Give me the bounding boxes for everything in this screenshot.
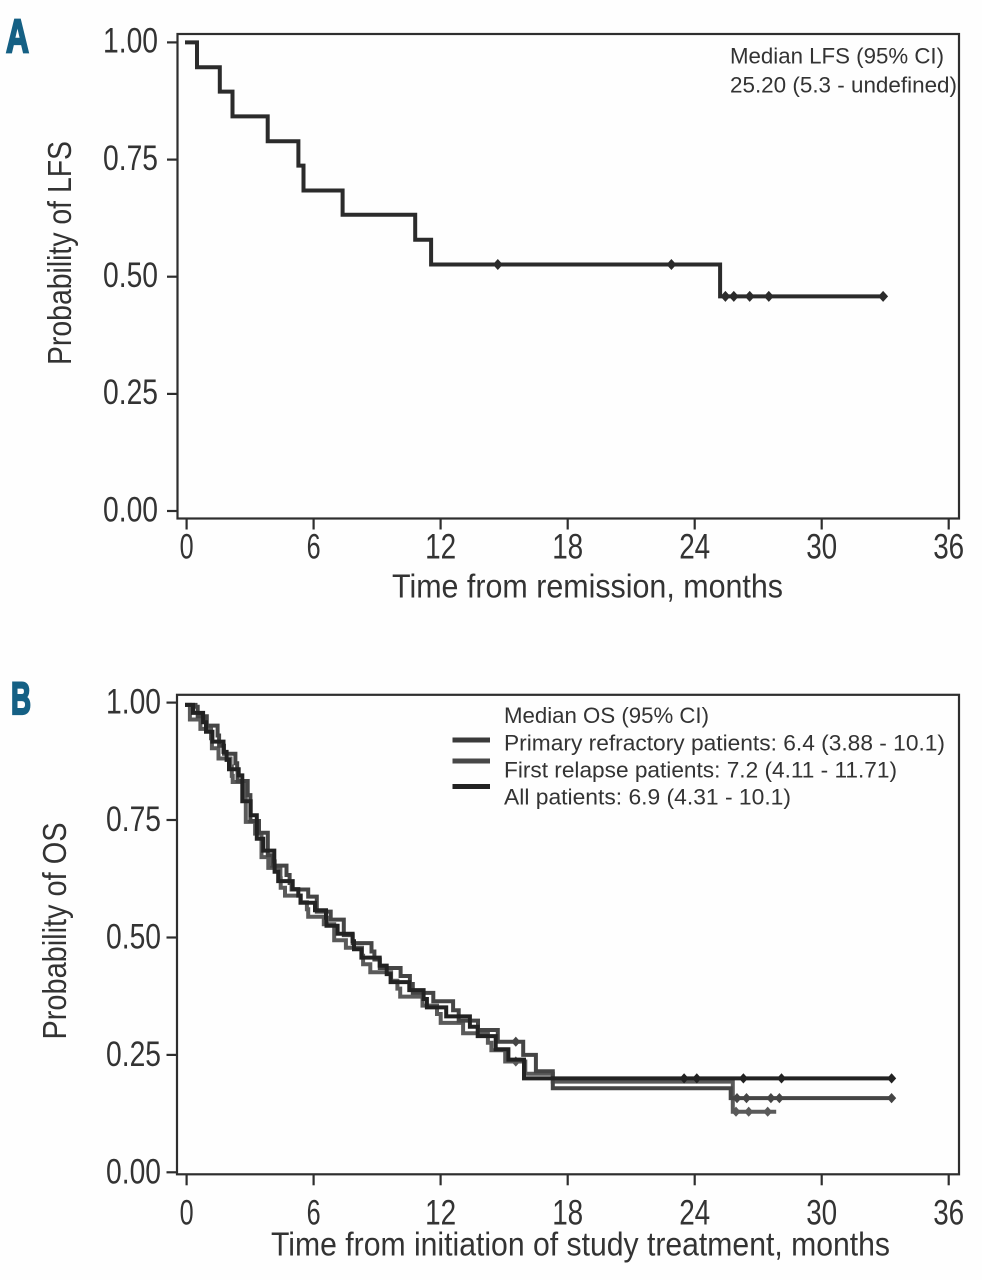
svg-text:36: 36	[933, 1194, 964, 1233]
svg-text:First relapse patients: 7.2 (4: First relapse patients: 7.2 (4.11 - 11.7…	[504, 758, 897, 783]
svg-text:Time from remission, months: Time from remission, months	[392, 568, 783, 605]
svg-text:30: 30	[806, 528, 837, 567]
svg-text:24: 24	[679, 1194, 710, 1233]
svg-text:0.25: 0.25	[103, 373, 158, 412]
svg-text:18: 18	[552, 528, 583, 567]
svg-text:Time from initiation of study: Time from initiation of study treatment,…	[271, 1226, 890, 1263]
svg-text:6: 6	[307, 1194, 321, 1233]
svg-text:0.50: 0.50	[103, 256, 158, 295]
svg-text:0: 0	[180, 1194, 194, 1233]
svg-text:0.00: 0.00	[103, 490, 158, 529]
svg-text:30: 30	[806, 1194, 837, 1233]
svg-text:Primary refractory patients: 6: Primary refractory patients: 6.4 (3.88 -…	[504, 731, 945, 756]
svg-text:0: 0	[180, 528, 194, 567]
svg-text:0.75: 0.75	[106, 800, 161, 839]
svg-text:1.00: 1.00	[103, 22, 158, 61]
svg-text:18: 18	[552, 1194, 583, 1233]
svg-text:6: 6	[307, 528, 321, 567]
svg-text:Median LFS (95% CI): Median LFS (95% CI)	[730, 44, 944, 69]
svg-text:0.00: 0.00	[106, 1152, 161, 1191]
svg-text:Probability of OS: Probability of OS	[36, 823, 73, 1040]
svg-text:24: 24	[679, 528, 710, 567]
svg-text:12: 12	[425, 528, 456, 567]
svg-text:Median OS (95% CI): Median OS (95% CI)	[504, 703, 709, 728]
svg-text:Probability of LFS: Probability of LFS	[41, 141, 78, 365]
svg-text:12: 12	[425, 1194, 456, 1233]
svg-text:A: A	[6, 9, 29, 62]
svg-text:1.00: 1.00	[106, 683, 161, 722]
svg-text:25.20 (5.3 - undefined): 25.20 (5.3 - undefined)	[730, 73, 957, 98]
svg-text:0.25: 0.25	[106, 1035, 161, 1074]
svg-text:All patients: 6.9 (4.31 - 10.1: All patients: 6.9 (4.31 - 10.1)	[504, 785, 791, 810]
svg-text:36: 36	[933, 528, 964, 567]
svg-text:B: B	[11, 673, 31, 724]
svg-text:0.50: 0.50	[106, 918, 161, 957]
svg-text:0.75: 0.75	[103, 139, 158, 178]
